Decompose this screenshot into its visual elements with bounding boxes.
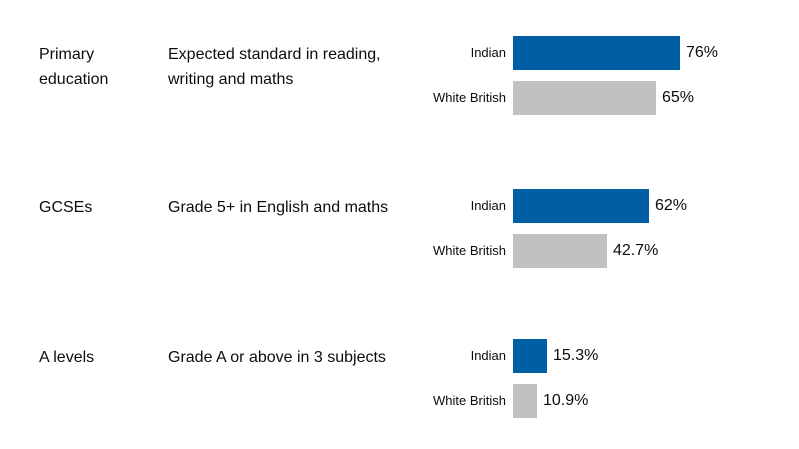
bar <box>513 384 537 418</box>
bar <box>513 81 656 115</box>
row-measure-label: Expected standard in reading, writing an… <box>168 46 381 88</box>
bar-category-label: White British <box>433 393 506 408</box>
bar-category-label: Indian <box>470 348 506 363</box>
chart-row: GCSEs Grade 5+ in English and maths Indian… <box>0 189 799 282</box>
bar-value-label: 62% <box>655 197 688 214</box>
bar <box>513 234 607 268</box>
bar-value-label: 76% <box>686 44 719 61</box>
row-measure-label: Grade A or above in 3 subjects <box>168 349 386 366</box>
bar-group: White British 42.7% <box>0 234 799 268</box>
bar-value-label: 10.9% <box>543 392 589 409</box>
bar-group: Indian 76% <box>0 36 799 70</box>
bar-category-label: White British <box>433 243 506 258</box>
bar-category-label: Indian <box>470 198 506 213</box>
bar-group: Indian 62% <box>0 189 799 223</box>
bar-group: White British 65% <box>0 81 799 115</box>
chart-row: A levels Grade A or above in 3 subjects In… <box>0 339 799 432</box>
bar-group: White British 10.9% <box>0 384 799 418</box>
bar-value-label: 42.7% <box>613 242 659 259</box>
bar-group: Indian 15.3% <box>0 339 799 373</box>
bar-category-label: White British <box>433 90 506 105</box>
bar-value-label: 15.3% <box>553 347 599 364</box>
bar <box>513 339 547 373</box>
bar <box>513 36 680 70</box>
bar-value-label: 65% <box>662 89 695 106</box>
row-measure-label: Grade 5+ in English and maths <box>168 199 389 216</box>
row-stage-label: Primary education <box>39 46 109 88</box>
chart-row: Primary education Expected standard in re… <box>0 36 799 129</box>
row-stage-label: A levels <box>39 349 95 366</box>
bar <box>513 189 649 223</box>
bar-category-label: Indian <box>470 45 506 60</box>
row-stage-label: GCSEs <box>39 199 93 216</box>
